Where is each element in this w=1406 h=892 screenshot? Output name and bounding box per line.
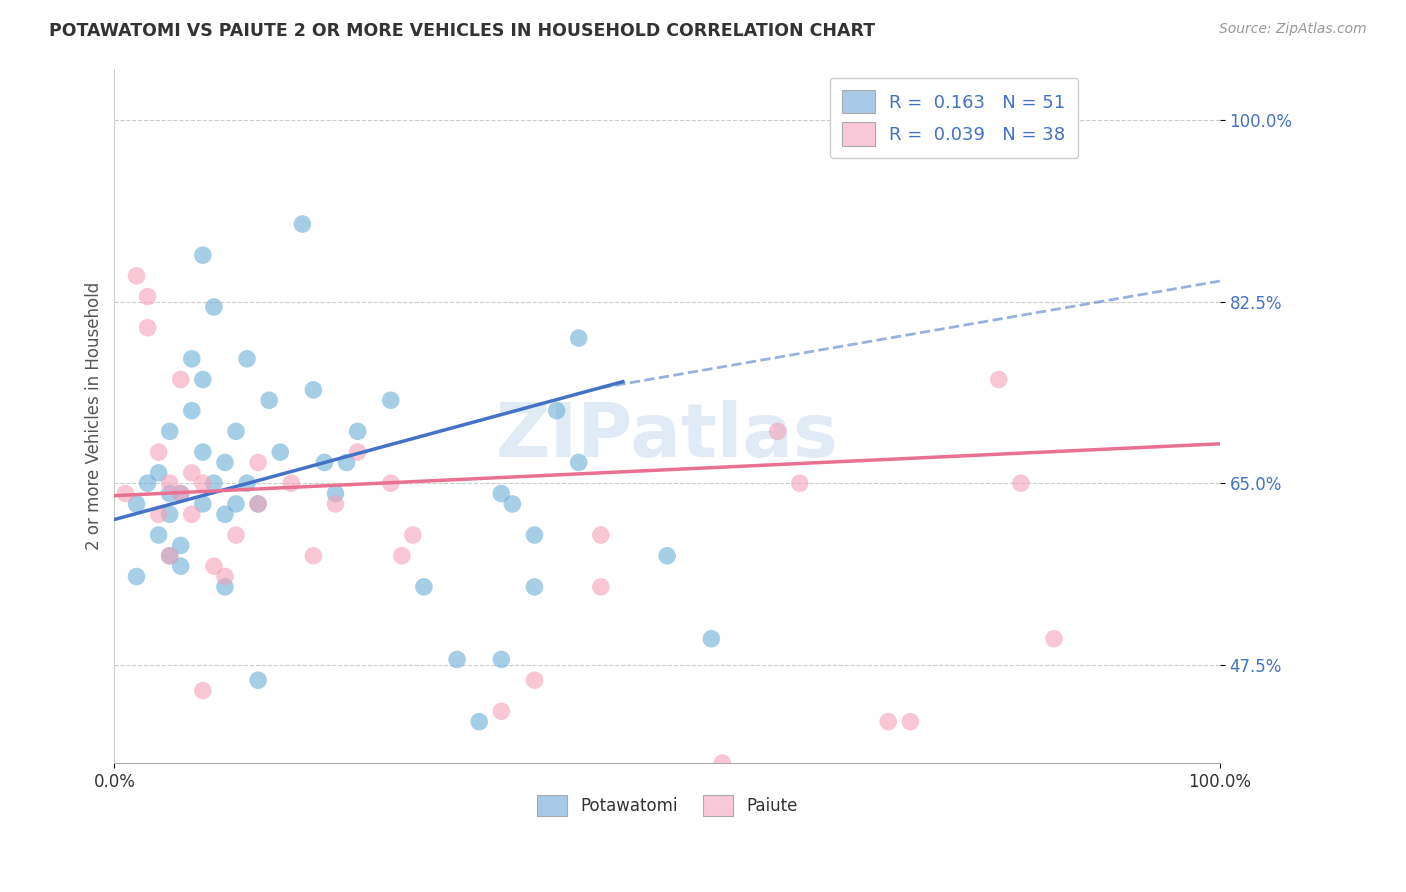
Point <box>180 351 202 366</box>
Point <box>987 372 1010 386</box>
Point <box>1010 476 1032 491</box>
Point <box>148 528 170 542</box>
Point <box>257 393 280 408</box>
Point <box>491 704 513 718</box>
Point <box>700 632 723 646</box>
Point <box>191 248 214 262</box>
Point <box>214 569 236 583</box>
Point <box>335 455 357 469</box>
Point <box>191 683 214 698</box>
Point <box>789 476 811 491</box>
Point <box>877 714 900 729</box>
Text: POTAWATOMI VS PAIUTE 2 OR MORE VEHICLES IN HOUSEHOLD CORRELATION CHART: POTAWATOMI VS PAIUTE 2 OR MORE VEHICLES … <box>49 22 876 40</box>
Point <box>125 497 148 511</box>
Point <box>225 425 247 439</box>
Point <box>247 673 270 688</box>
Point <box>170 559 193 574</box>
Point <box>136 320 159 334</box>
Point <box>391 549 413 563</box>
Point <box>125 268 148 283</box>
Point <box>402 528 425 542</box>
Point <box>159 549 181 563</box>
Point <box>170 372 193 386</box>
Point <box>446 652 468 666</box>
Point <box>302 383 325 397</box>
Y-axis label: 2 or more Vehicles in Household: 2 or more Vehicles in Household <box>86 282 103 550</box>
Point <box>314 455 336 469</box>
Point <box>202 476 225 491</box>
Point <box>247 455 270 469</box>
Point <box>180 403 202 417</box>
Point <box>170 538 193 552</box>
Point <box>546 403 568 417</box>
Point <box>191 372 214 386</box>
Point <box>180 508 202 522</box>
Point <box>568 455 591 469</box>
Point <box>655 549 678 563</box>
Text: ZIPatlas: ZIPatlas <box>496 401 838 473</box>
Point <box>302 549 325 563</box>
Point <box>159 425 181 439</box>
Point <box>291 217 314 231</box>
Point <box>380 476 402 491</box>
Point <box>125 569 148 583</box>
Point <box>159 476 181 491</box>
Point <box>280 476 302 491</box>
Point <box>136 476 159 491</box>
Point <box>148 508 170 522</box>
Point <box>180 466 202 480</box>
Point <box>468 714 491 729</box>
Point <box>159 486 181 500</box>
Point <box>1043 632 1066 646</box>
Point <box>325 486 347 500</box>
Point <box>346 425 368 439</box>
Point <box>202 559 225 574</box>
Point <box>346 445 368 459</box>
Point <box>247 497 270 511</box>
Point <box>148 466 170 480</box>
Point <box>325 497 347 511</box>
Point <box>523 673 546 688</box>
Point <box>413 580 436 594</box>
Point <box>148 445 170 459</box>
Point <box>589 580 612 594</box>
Point <box>766 425 789 439</box>
Point <box>159 549 181 563</box>
Point <box>214 580 236 594</box>
Point <box>501 497 523 511</box>
Point <box>202 300 225 314</box>
Point <box>136 290 159 304</box>
Point <box>170 486 193 500</box>
Point <box>214 455 236 469</box>
Point <box>191 445 214 459</box>
Text: Source: ZipAtlas.com: Source: ZipAtlas.com <box>1219 22 1367 37</box>
Point <box>711 756 734 771</box>
Point <box>236 351 259 366</box>
Point <box>170 486 193 500</box>
Legend: Potawatomi, Paiute: Potawatomi, Paiute <box>529 786 806 824</box>
Point <box>191 476 214 491</box>
Point <box>491 486 513 500</box>
Point <box>191 497 214 511</box>
Point <box>225 497 247 511</box>
Point <box>114 486 136 500</box>
Point <box>225 528 247 542</box>
Point <box>214 508 236 522</box>
Point <box>380 393 402 408</box>
Point <box>523 528 546 542</box>
Point <box>491 652 513 666</box>
Point <box>247 497 270 511</box>
Point <box>568 331 591 345</box>
Point <box>898 714 921 729</box>
Point <box>269 445 291 459</box>
Point <box>159 508 181 522</box>
Point <box>523 580 546 594</box>
Point <box>589 528 612 542</box>
Point <box>236 476 259 491</box>
